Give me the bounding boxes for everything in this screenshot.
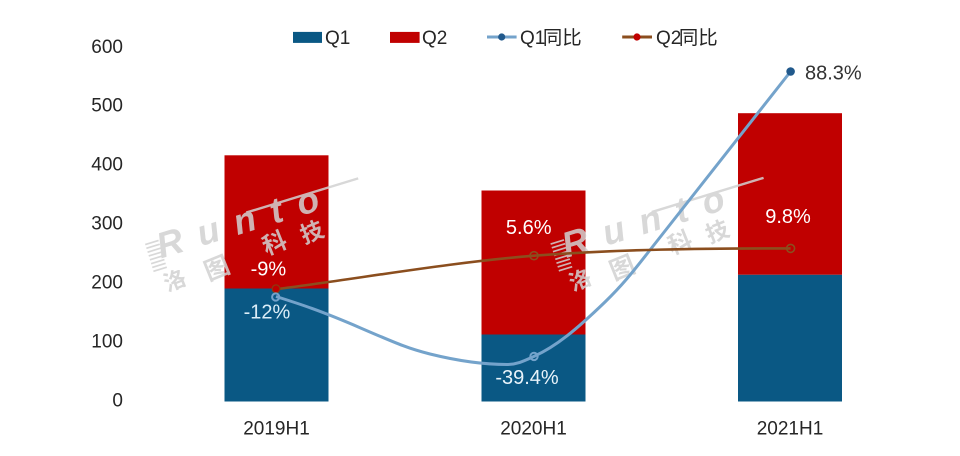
svg-text:Q1: Q1 bbox=[520, 28, 545, 49]
svg-text:-9%: -9% bbox=[251, 258, 287, 280]
svg-text:500: 500 bbox=[91, 96, 123, 117]
svg-text:0: 0 bbox=[112, 390, 123, 411]
svg-text:300: 300 bbox=[91, 214, 123, 235]
svg-text:100: 100 bbox=[91, 331, 123, 352]
svg-text:2020H1: 2020H1 bbox=[500, 419, 567, 440]
svg-text:Q2: Q2 bbox=[656, 28, 681, 49]
svg-text:88.3%: 88.3% bbox=[805, 63, 862, 85]
svg-text:9.8%: 9.8% bbox=[765, 206, 811, 228]
svg-text:2021H1: 2021H1 bbox=[757, 419, 824, 440]
svg-text:-12%: -12% bbox=[244, 301, 291, 323]
svg-text:600: 600 bbox=[91, 37, 123, 58]
svg-text:400: 400 bbox=[91, 155, 123, 176]
svg-text:-39.4%: -39.4% bbox=[495, 367, 559, 389]
svg-text:5.6%: 5.6% bbox=[506, 217, 552, 239]
svg-text:Q2: Q2 bbox=[422, 28, 447, 49]
svg-text:Q1: Q1 bbox=[325, 28, 350, 49]
svg-text:200: 200 bbox=[91, 273, 123, 294]
svg-text:2019H1: 2019H1 bbox=[243, 419, 310, 440]
